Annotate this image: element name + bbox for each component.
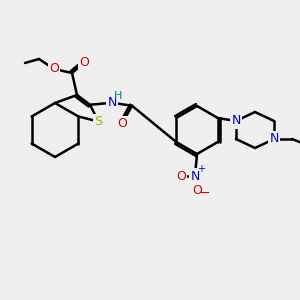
Text: O: O <box>176 169 186 182</box>
Text: H: H <box>114 91 122 101</box>
Text: N: N <box>190 169 200 182</box>
Text: O: O <box>79 56 89 70</box>
Text: +: + <box>197 164 205 174</box>
Text: N: N <box>231 115 241 128</box>
Text: N: N <box>107 96 117 109</box>
Text: O: O <box>192 184 202 196</box>
Text: O: O <box>117 117 127 130</box>
Text: O: O <box>49 62 59 76</box>
Text: N: N <box>269 133 279 146</box>
Text: S: S <box>94 115 102 128</box>
Text: −: − <box>200 187 210 200</box>
